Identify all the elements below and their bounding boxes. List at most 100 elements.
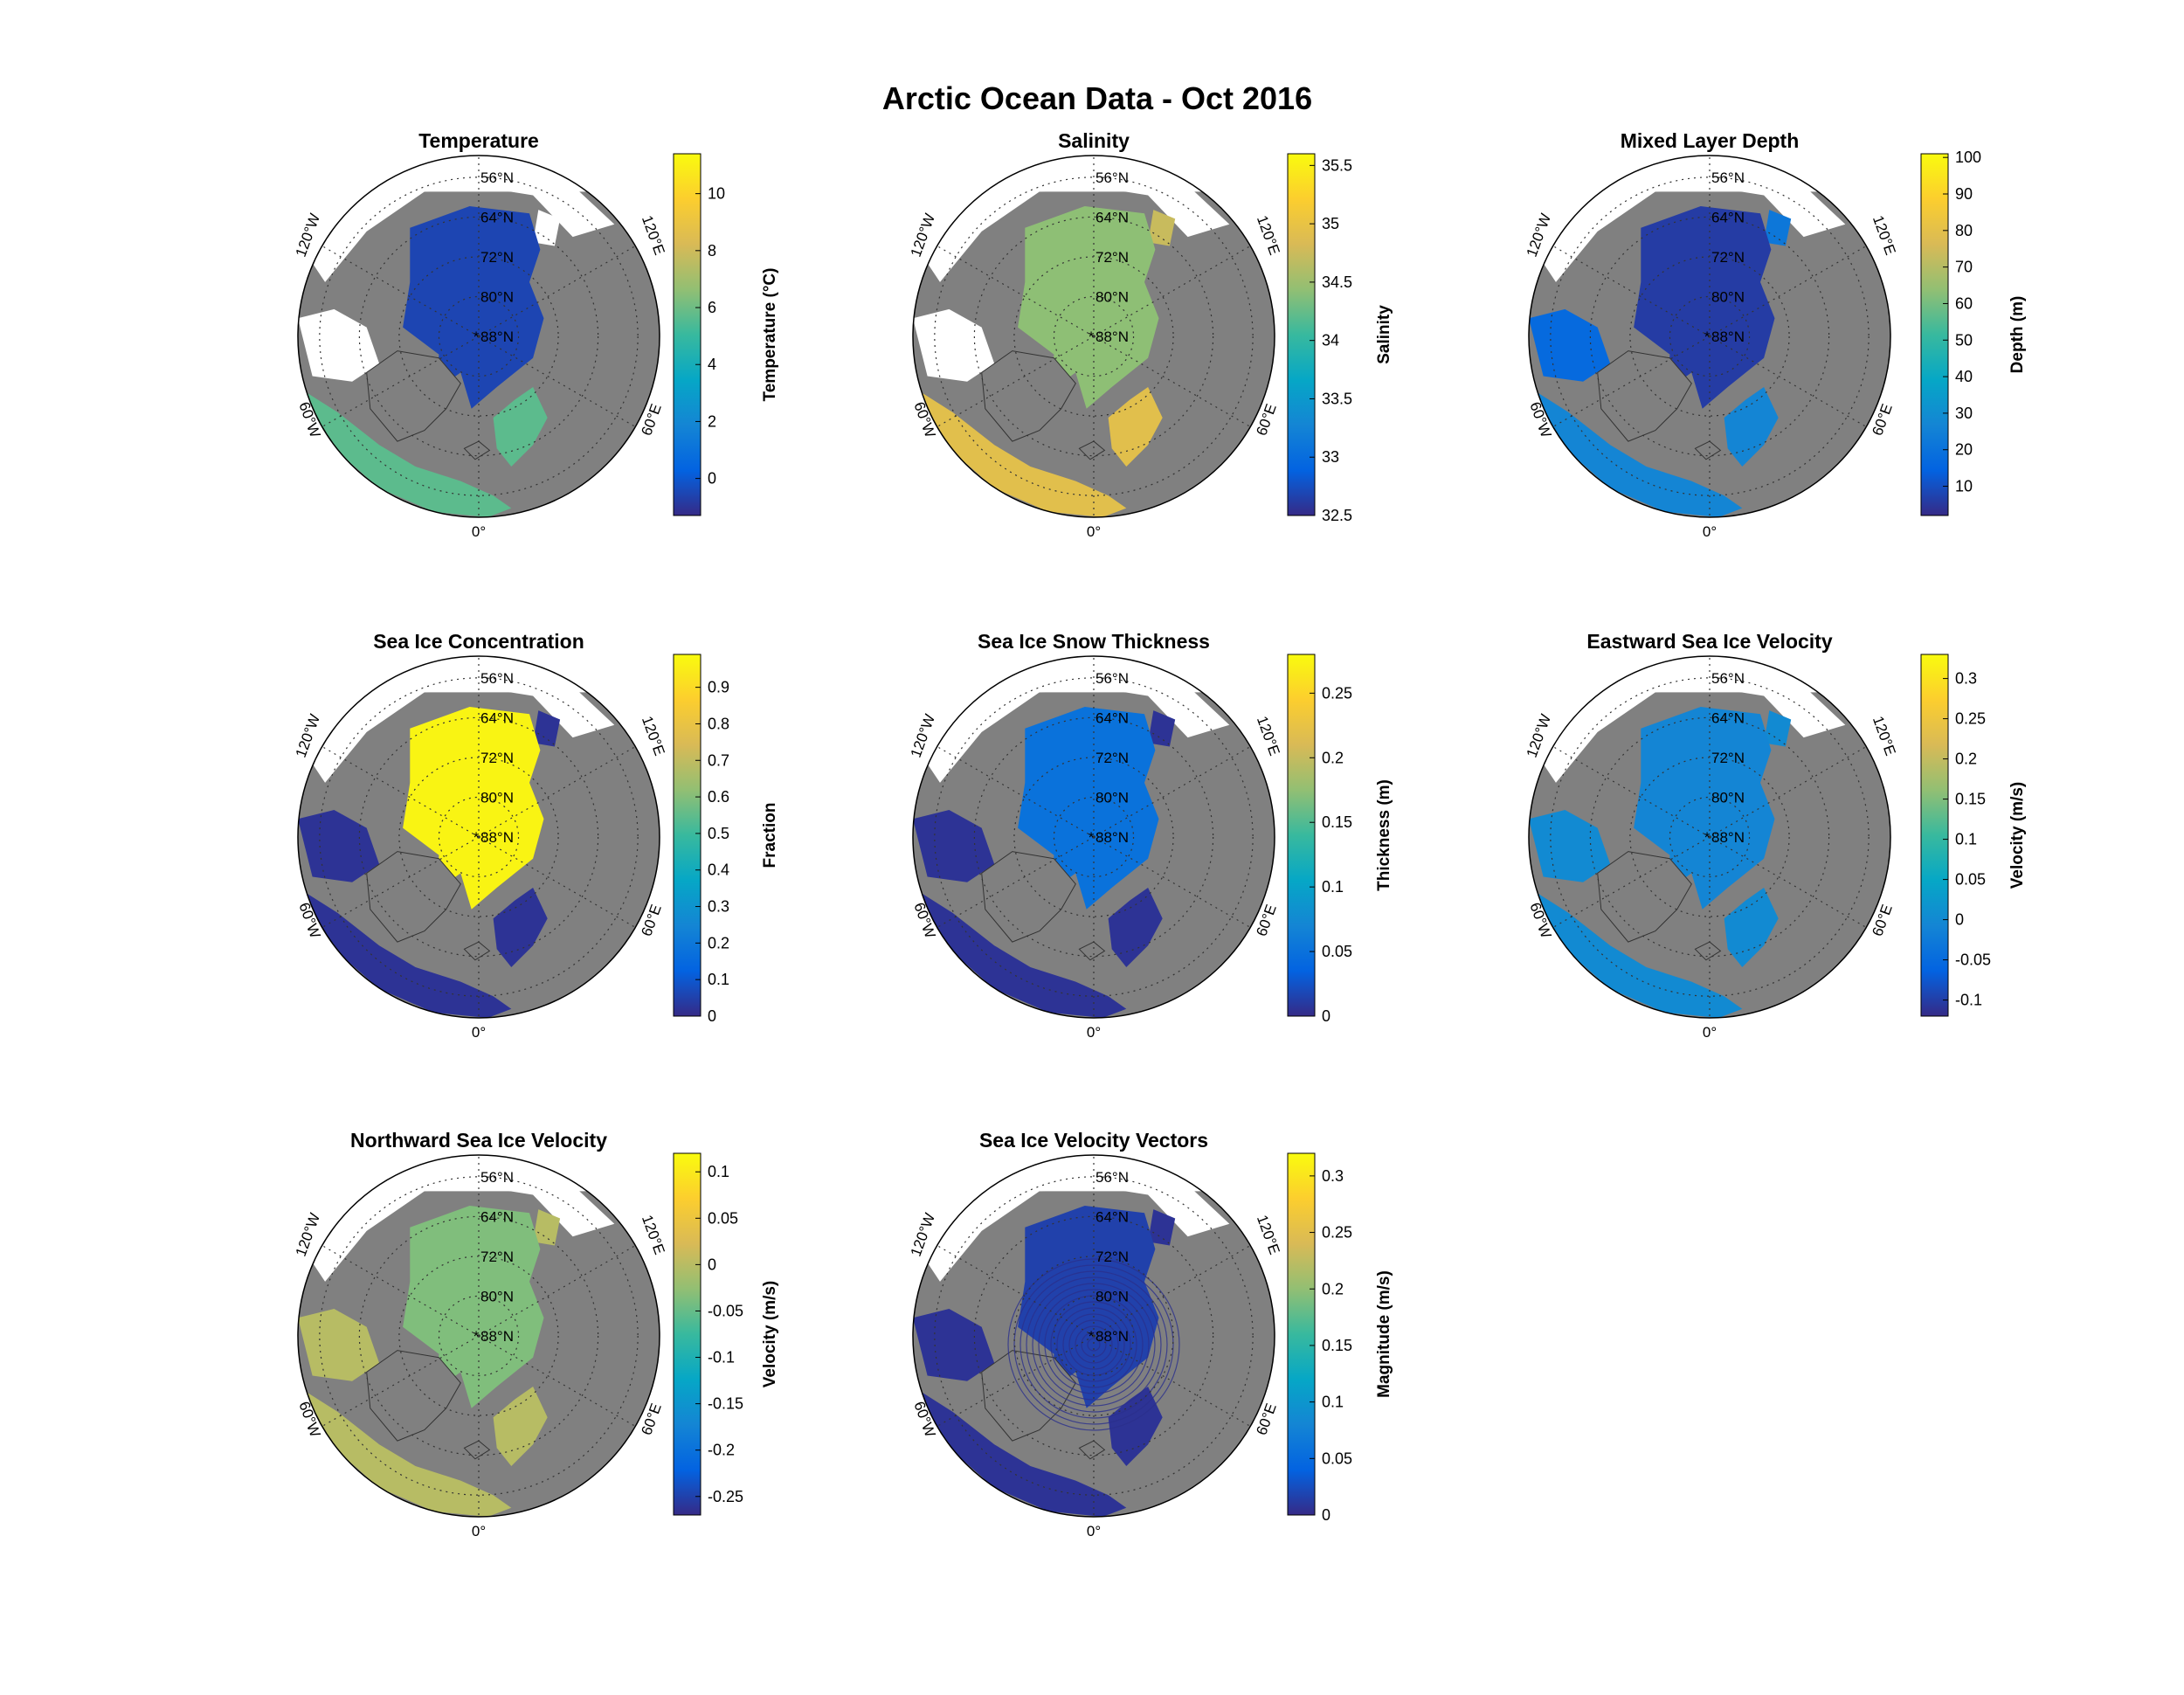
panel-title: Sea Ice Concentration <box>373 630 584 653</box>
colorbar-tick-label: 0.1 <box>708 971 729 988</box>
iceland-land <box>1078 941 1106 961</box>
latitude-circle <box>1053 1295 1135 1377</box>
colorbar-tick-label: 6 <box>708 299 716 316</box>
latitude-circle <box>319 677 639 997</box>
pacific-inflow-field <box>1764 710 1792 747</box>
latitude-circle <box>358 716 599 958</box>
arctic-basin-field <box>403 1206 544 1408</box>
atlantic-ocean-field <box>298 387 512 517</box>
colorbar-tick-label: 4 <box>708 356 716 373</box>
latitude-label: 80°N <box>1095 789 1129 806</box>
panel-title: Eastward Sea Ice Velocity <box>1586 630 1832 653</box>
no-data-region <box>1529 656 1890 693</box>
colorbar-tick-label: -0.1 <box>1955 992 1982 1009</box>
latitude-label: 88°N <box>1095 329 1129 345</box>
colorbar-tick-label: 0.05 <box>1322 943 1352 960</box>
latitude-label: 56°N <box>480 1169 514 1186</box>
greenland-land <box>366 851 461 943</box>
panel-title: Salinity <box>1058 129 1130 152</box>
longitude-label: 120°E <box>1254 213 1283 257</box>
latitude-label: 72°N <box>1095 249 1129 266</box>
colorbar-tick-label: 0.9 <box>708 679 729 696</box>
colorbar-tick-label: 0 <box>1322 1007 1330 1025</box>
latitude-circle <box>1589 716 1830 958</box>
colorbar-tick-label: 40 <box>1955 368 1973 385</box>
latitude-label: 72°N <box>480 750 514 766</box>
latitude-label: 88°N <box>1711 829 1745 846</box>
colorbar-tick-label: 0.2 <box>1322 1280 1344 1297</box>
longitude-label: 120°E <box>639 213 668 257</box>
latitude-circle <box>973 216 1214 457</box>
no-data-region <box>298 1155 660 1192</box>
arctic-basin-field <box>1018 1206 1159 1408</box>
atlantic-ocean-field <box>298 1387 512 1517</box>
colorbar-tick-label: 0.25 <box>1322 684 1352 702</box>
iceland-land <box>463 1440 491 1460</box>
colorbar-tick-label: 0.7 <box>708 751 729 769</box>
panel-title: Sea Ice Velocity Vectors <box>979 1129 1208 1152</box>
map-frame <box>297 655 660 1019</box>
barents-sea-field <box>493 888 548 967</box>
longitude-label: 120°E <box>1254 1213 1283 1256</box>
colorbar-tick-label: 0.1 <box>1322 878 1344 896</box>
map-panel: Northward Sea Ice Velocity 56°N 64°N 72°N 80… <box>293 1129 779 1539</box>
latitude-circle <box>319 176 639 496</box>
barents-sea-field <box>1108 1387 1163 1466</box>
map-panel: Sea Ice Snow Thickness 56°N 64°N 72°N 80°N 88… <box>908 630 1393 1041</box>
latitude-label: 64°N <box>1095 709 1129 726</box>
latitude-circle <box>1053 295 1135 377</box>
latitude-label: 56°N <box>1095 1169 1129 1186</box>
latitude-label: 56°N <box>1711 170 1745 186</box>
velocity-vector-ring <box>1087 1338 1101 1352</box>
arctic-basin-field <box>403 206 544 409</box>
latitude-label: 88°N <box>480 829 514 846</box>
latitude-circle <box>934 1176 1254 1496</box>
latitude-label: 64°N <box>480 1208 514 1225</box>
latitude-circle <box>1053 796 1135 878</box>
latitude-label: 56°N <box>1711 670 1745 687</box>
colorbar-tick-label: 0.2 <box>1322 749 1344 766</box>
colorbar-tick-label: 10 <box>1955 478 1973 495</box>
colorbar-tick-label: 0.15 <box>1322 1337 1352 1354</box>
colorbar <box>673 153 702 516</box>
velocity-vector-ring <box>1081 1332 1107 1358</box>
latitude-label: 64°N <box>1095 209 1129 225</box>
colorbar-tick-label: 0.15 <box>1955 791 1986 808</box>
colorbar-tick-label: 70 <box>1955 259 1973 276</box>
latitude-circle <box>1550 176 1870 496</box>
latitude-circle <box>438 1295 520 1377</box>
longitude-label: 0° <box>1087 1024 1101 1041</box>
map-panel: Temperature56°N64°N72°N80°N88°N0°60°E120… <box>293 129 779 540</box>
atlantic-ocean-field <box>913 1387 1127 1517</box>
colorbar-label: Fraction <box>761 803 779 868</box>
colorbar-tick-label: 0.1 <box>1322 1394 1344 1411</box>
latitude-circle <box>934 677 1254 997</box>
pacific-inflow-field <box>533 710 561 747</box>
colorbar-tick-label: 0.3 <box>1322 1167 1344 1185</box>
colorbar-tick-label: 60 <box>1955 294 1973 312</box>
colorbar-tick-label: 34.5 <box>1322 273 1352 291</box>
hudson-bay-field <box>298 308 380 382</box>
latitude-circle <box>358 1215 599 1456</box>
colorbar-tick-label: 0.3 <box>708 898 729 916</box>
colorbar-tick-label: 50 <box>1955 331 1973 349</box>
velocity-vector-ring <box>1050 1301 1137 1388</box>
longitude-label: 120°E <box>1870 213 1899 257</box>
latitude-circle <box>1589 216 1830 457</box>
latitude-circle <box>934 176 1254 496</box>
no-data-region <box>913 656 1275 693</box>
colorbar-tick-label: -0.1 <box>708 1349 735 1366</box>
velocity-vector-ring <box>1056 1307 1131 1382</box>
latitude-label: 88°N <box>1095 829 1129 846</box>
pole-marker: * <box>1089 1328 1095 1345</box>
longitude-label: 0° <box>1703 523 1717 540</box>
latitude-label: 56°N <box>1095 170 1129 186</box>
latitude-label: 72°N <box>480 249 514 266</box>
panel-title: Mixed Layer Depth <box>1621 129 1800 152</box>
greenland-land <box>1597 350 1692 442</box>
longitude-label: 0° <box>1087 523 1101 540</box>
greenland-land <box>981 851 1076 943</box>
velocity-vector-ring <box>1038 1289 1150 1401</box>
colorbar-tick-label: 0.5 <box>708 825 729 842</box>
latitude-label: 80°N <box>1711 288 1745 305</box>
